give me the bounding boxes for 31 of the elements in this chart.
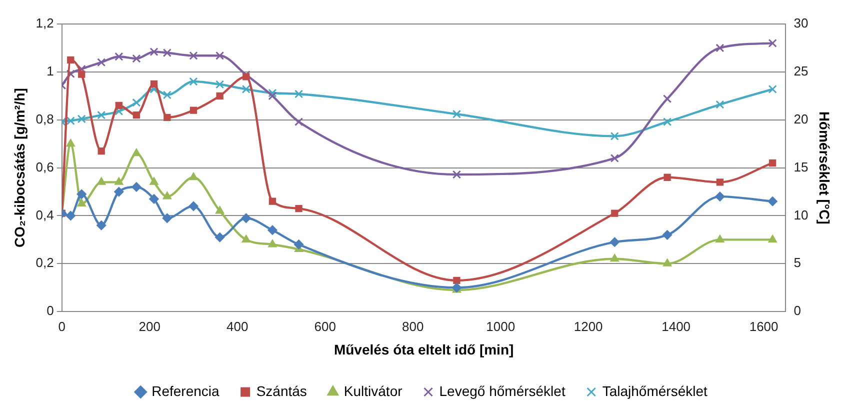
y-tick-label: 0,2	[36, 255, 54, 270]
y-axis-title: CO₂-kibocsátás [g/m²/h]	[11, 88, 28, 248]
legend-label: Talajhőmérséklet	[602, 382, 708, 399]
legend-label: Szántás	[256, 382, 307, 399]
x-tick-label: 1400	[662, 318, 691, 334]
y-tick-label: 1,2	[36, 16, 54, 31]
x-tick-label: 0	[58, 318, 66, 334]
y-tick-label: 0,8	[36, 111, 54, 126]
x-tick-label: 400	[226, 318, 248, 334]
y-tick-label: 0,4	[36, 207, 54, 222]
y2-tick-label: 15	[794, 159, 808, 174]
legend-label: Referencia	[152, 382, 220, 399]
x-tick-label: 200	[138, 318, 160, 334]
y-tick-label: 0,6	[36, 159, 54, 174]
y2-axis-title: Hőmérséklet [°C]	[816, 111, 833, 224]
y-tick-label: 1	[46, 64, 54, 79]
legend-label: Kultivátor	[344, 382, 403, 399]
y2-tick-label: 20	[794, 111, 808, 126]
x-tick-label: 600	[314, 318, 336, 334]
x-tick-label: 800	[402, 318, 424, 334]
x-tick-label: 1600	[749, 318, 778, 334]
y2-tick-label: 25	[794, 64, 808, 79]
y2-tick-label: 10	[794, 207, 808, 222]
y2-tick-label: 30	[794, 16, 808, 31]
y-tick-label: 0	[46, 303, 54, 318]
x-tick-label: 1000	[486, 318, 516, 334]
x-axis-title: Művelés óta eltelt idő [min]	[334, 341, 514, 358]
x-tick-label: 1200	[574, 318, 603, 334]
y2-tick-label: 0	[794, 303, 801, 318]
legend-label: Levegő hőmérséklet	[439, 382, 566, 399]
y2-tick-label: 5	[794, 255, 801, 270]
